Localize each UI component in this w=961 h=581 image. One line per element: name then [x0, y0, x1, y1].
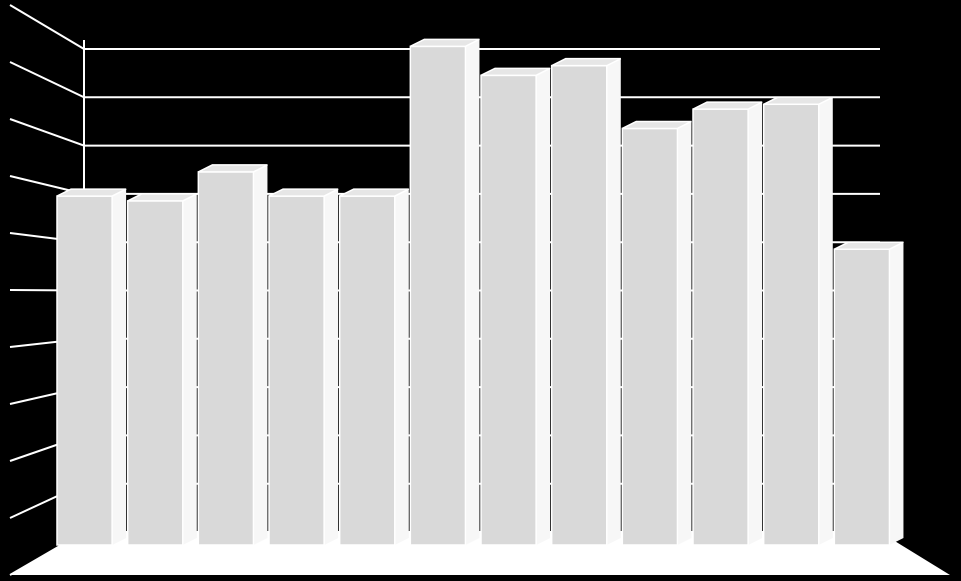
bar-top [480, 67, 551, 77]
bar-side [889, 242, 904, 545]
bar-side [748, 102, 763, 545]
bar-side [606, 58, 621, 545]
bar-top [763, 96, 834, 106]
bar [692, 108, 749, 546]
bar-top [268, 188, 339, 197]
bar-side [324, 189, 339, 545]
bar [126, 200, 184, 546]
bar-side [818, 97, 833, 546]
bar-side [182, 193, 197, 545]
bar-side [536, 68, 551, 545]
bar-top [833, 241, 904, 250]
bar-side [112, 189, 127, 545]
bar-top [127, 193, 198, 202]
bar [833, 248, 891, 546]
bar-top [409, 38, 480, 48]
bar-side [253, 164, 268, 546]
bar-top [551, 57, 622, 67]
bar-side [677, 121, 692, 545]
bar [56, 195, 113, 546]
bar [338, 195, 396, 546]
bar [268, 195, 325, 546]
grid-line [9, 4, 880, 50]
bar [409, 45, 467, 546]
bar-top [56, 188, 127, 197]
bar-top [197, 164, 268, 173]
bar-side [394, 189, 409, 545]
bar-top [621, 120, 692, 130]
bar [762, 103, 820, 546]
bar [480, 74, 537, 546]
bar [550, 64, 608, 546]
bar [197, 171, 255, 546]
bar [621, 127, 679, 546]
bar-side [465, 39, 480, 546]
bar-top [339, 188, 410, 197]
bar-top [692, 101, 763, 110]
